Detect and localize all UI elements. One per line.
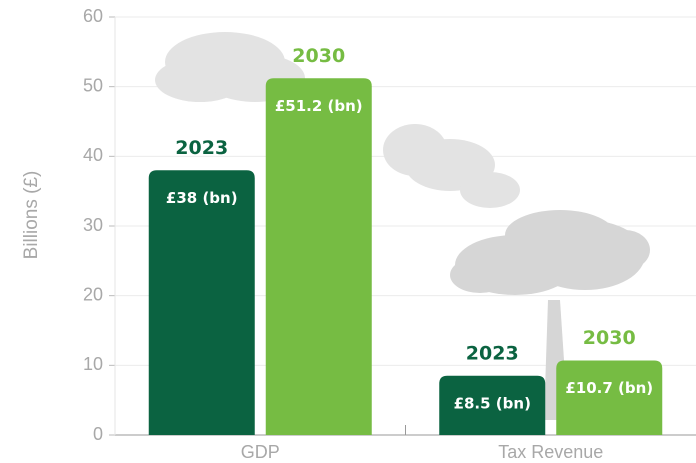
y-tick-label: 10 [83,354,103,374]
series-label: 2030 [292,45,345,67]
value-label: £10.7 (bn) [565,379,653,397]
x-tick-label: Tax Revenue [498,442,603,462]
bar [439,375,546,435]
bar [556,360,663,435]
marks: 2023 £38 (bn) 2030 £51.2 (bn) 2023 £8.5 (bn) 2… [148,45,663,435]
bar [265,78,372,435]
y-tick-label: 50 [83,75,103,95]
y-tick-label: 60 [83,6,103,26]
y-axis-title: Billions (£) [21,171,42,260]
x-tick-label: GDP [241,442,280,462]
y-tick-label: 0 [93,424,103,444]
series-label: 2030 [583,327,636,349]
series-label: 2023 [175,137,228,159]
value-label: £38 (bn) [166,189,238,207]
bar [148,170,255,435]
y-tick-label: 30 [83,215,103,235]
y-tick-label: 20 [83,284,103,304]
value-label: £8.5 (bn) [454,394,531,412]
value-label: £51.2 (bn) [275,97,363,115]
y-tick-label: 40 [83,145,103,165]
series-label: 2023 [466,342,519,364]
